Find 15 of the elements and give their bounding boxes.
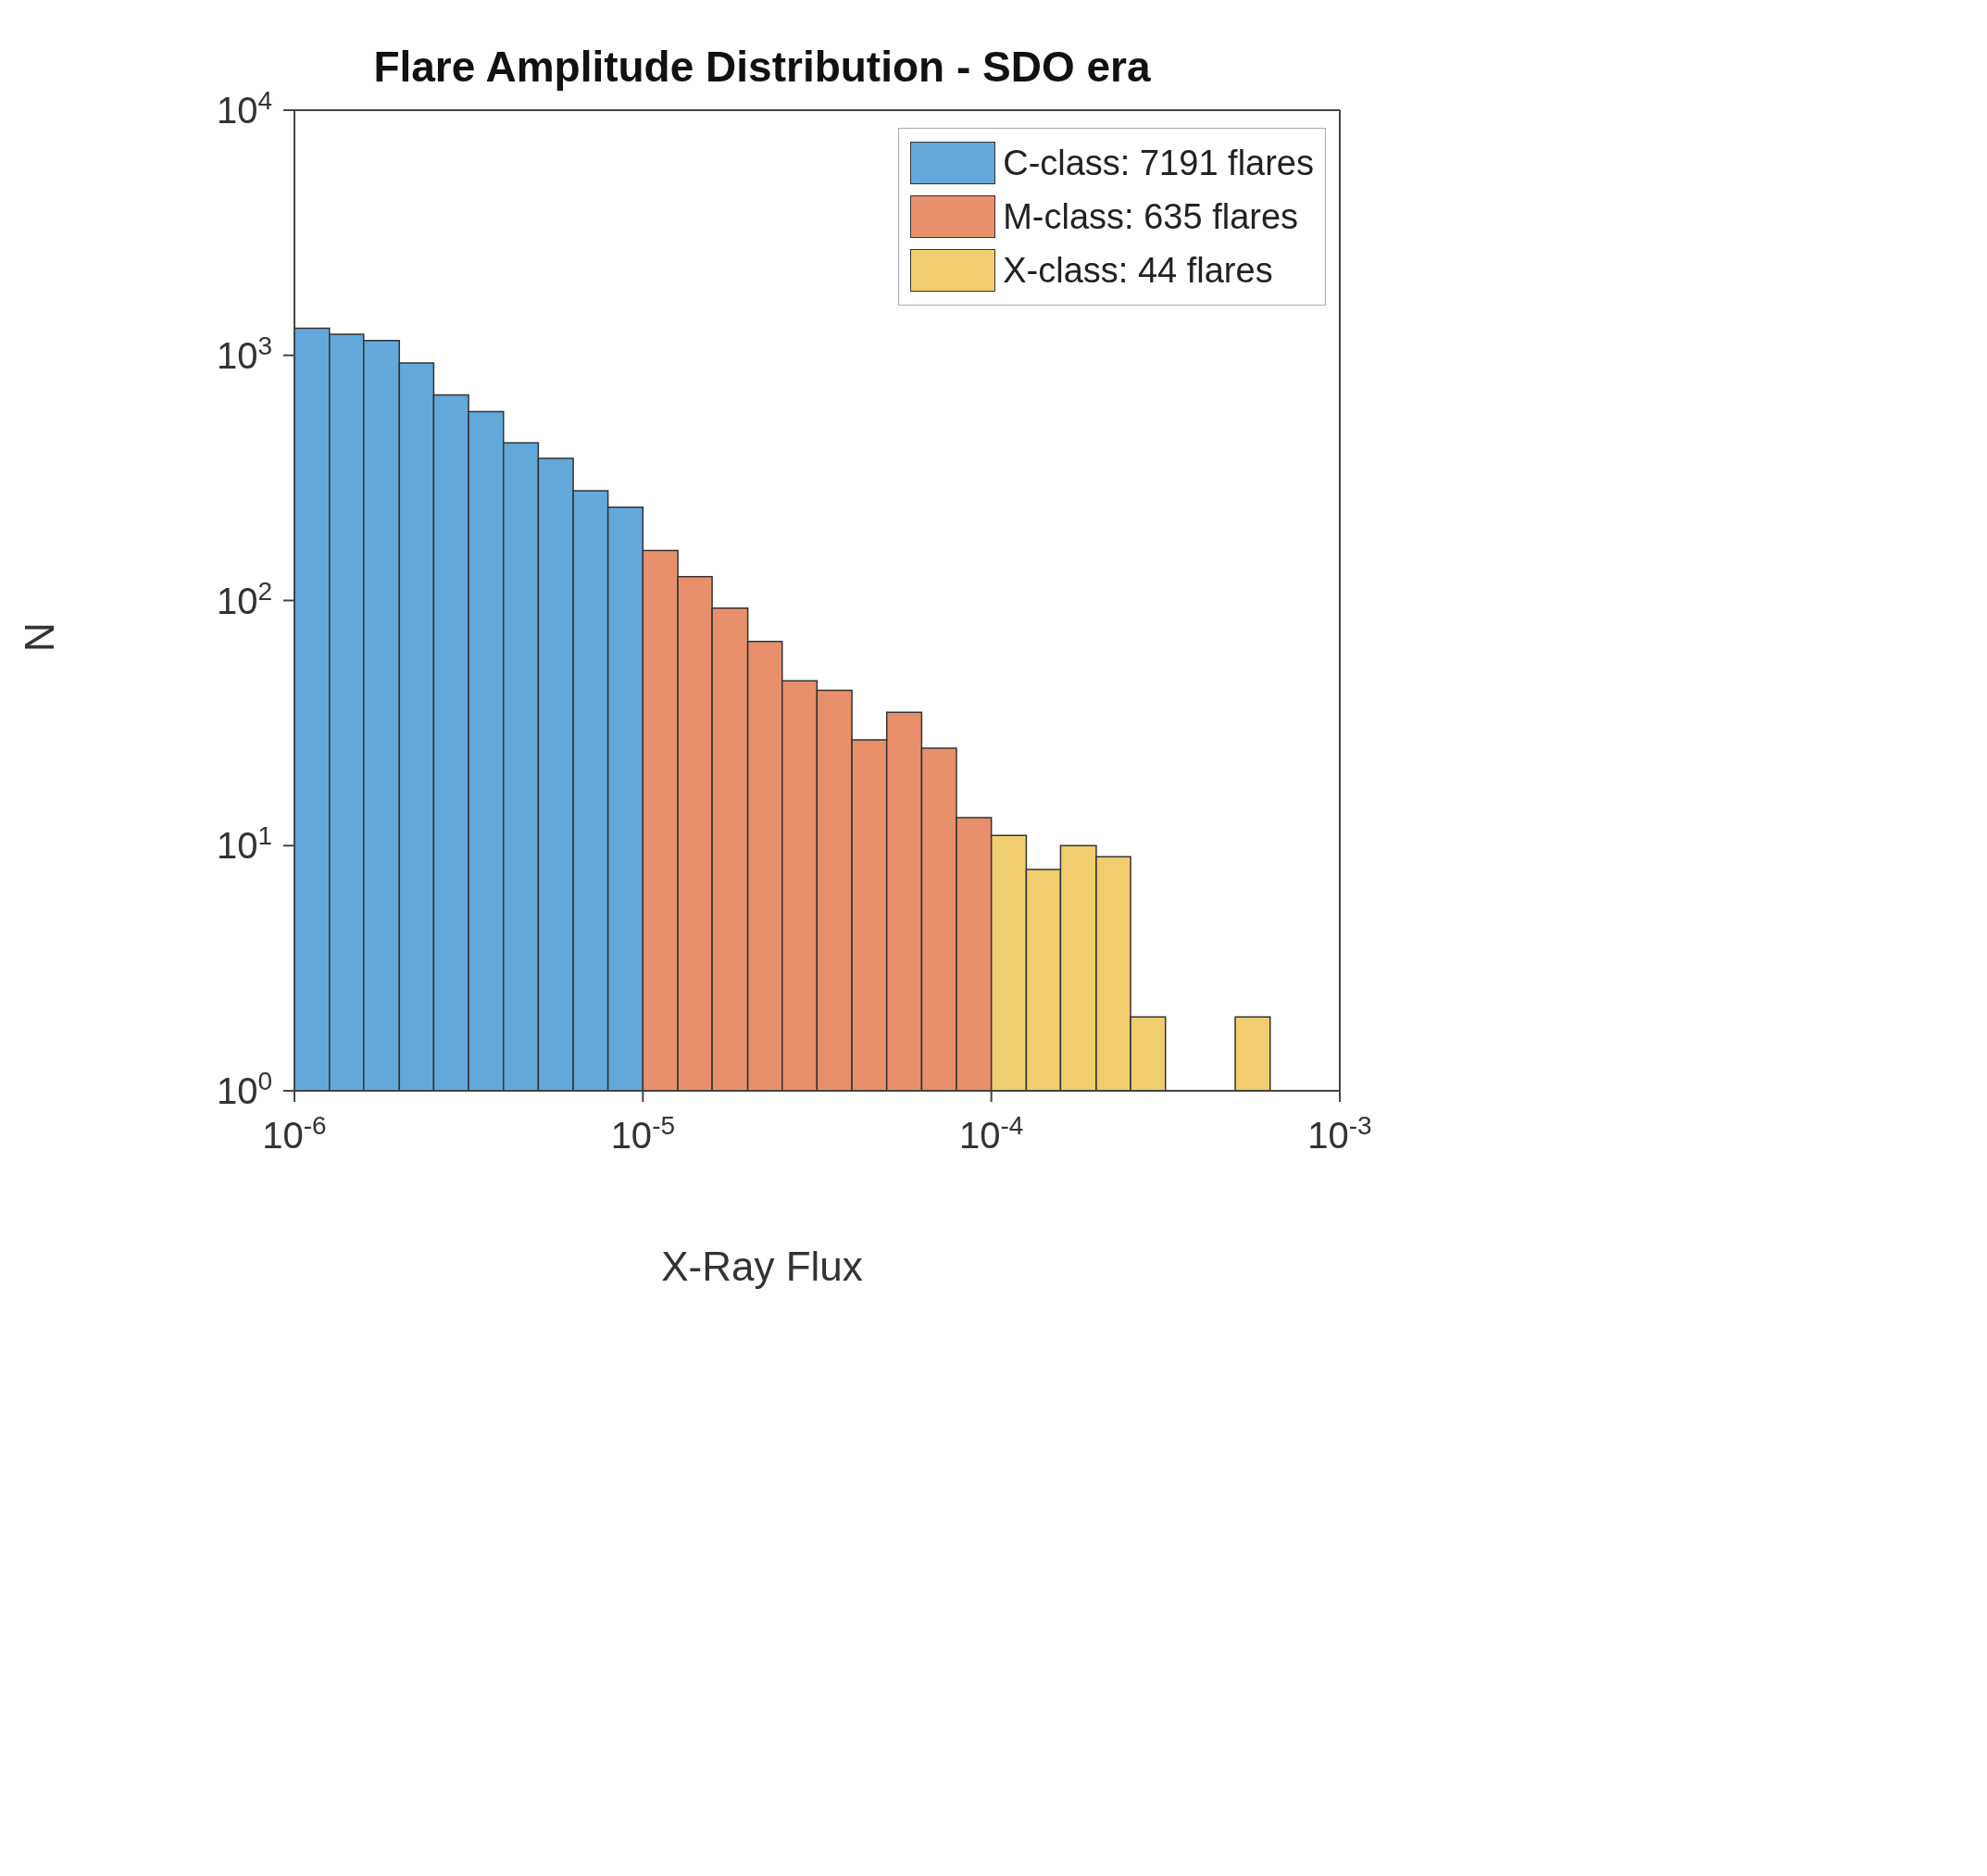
x-tick-label: 10$^{-4}$ (958, 1110, 1024, 1156)
chart-title: Flare Amplitude Distribution - SDO era (373, 43, 1151, 91)
x-tick-label: 10$^{-6}$ (262, 1110, 327, 1156)
x-tick-label: 10$^{-3}$ (1307, 1110, 1372, 1156)
y-tick-label: 10$^{0}$ (216, 1066, 272, 1111)
y-tick-label: 10$^{3}$ (216, 331, 272, 376)
y-axis-title: N (17, 622, 62, 652)
legend-label: X-class: 44 flares (1003, 250, 1273, 292)
x-axis-title: X-Ray Flux (661, 1244, 863, 1289)
y-tick-label: 10$^{4}$ (216, 85, 272, 131)
legend-label: M-class: 635 flares (1003, 196, 1299, 238)
x-tick-label: 10$^{-5}$ (610, 1110, 676, 1156)
y-tick-label: 10$^{2}$ (216, 576, 272, 621)
legend-label: C-class: 7191 flares (1003, 143, 1314, 184)
y-tick-label: 10$^{1}$ (216, 820, 272, 867)
